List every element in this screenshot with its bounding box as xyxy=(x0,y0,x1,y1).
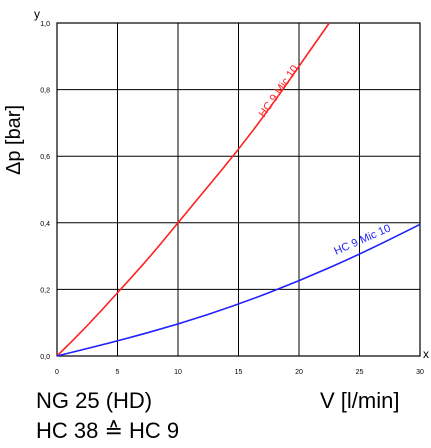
tick-labels: 0 5 10 15 20 25 30 0,0 0,2 0,4 0,6 0,8 1,0 xyxy=(40,21,424,376)
series-line-2 xyxy=(56,223,421,357)
y-tick-label: 0,2 xyxy=(40,287,50,294)
caption-line-2: HC 38 ≙ HC 9 xyxy=(36,418,180,443)
y-tick-label: 0,0 xyxy=(40,354,50,361)
y-tick-label: 0,8 xyxy=(40,88,50,95)
y-tick-label: 1,0 xyxy=(40,21,50,28)
x-tick-label: 10 xyxy=(174,369,182,376)
y-axis-label: Δp [bar] xyxy=(3,105,25,175)
y-axis-letter: y xyxy=(34,7,40,21)
x-tick-label: 5 xyxy=(116,369,120,376)
x-tick-label: 30 xyxy=(416,369,424,376)
y-tick-label: 0,4 xyxy=(40,221,50,228)
y-tick-label: 0,6 xyxy=(40,154,50,161)
caption-line-1: NG 25 (HD) xyxy=(36,388,153,413)
series-label-1: HC 9 Mic 10 xyxy=(257,63,302,119)
grid xyxy=(56,22,421,357)
x-tick-label: 15 xyxy=(235,369,243,376)
x-axis-letter: x xyxy=(423,347,429,361)
x-tick-label: 25 xyxy=(356,369,364,376)
x-axis-label: V [l/min] xyxy=(320,388,400,413)
x-tick-label: 0 xyxy=(55,369,59,376)
x-tick-label: 20 xyxy=(295,369,303,376)
series-line-1 xyxy=(56,22,330,357)
